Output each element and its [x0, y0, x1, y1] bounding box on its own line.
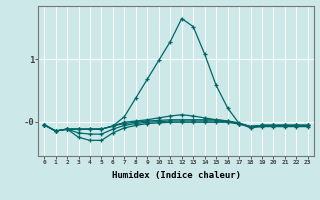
- X-axis label: Humidex (Indice chaleur): Humidex (Indice chaleur): [111, 171, 241, 180]
